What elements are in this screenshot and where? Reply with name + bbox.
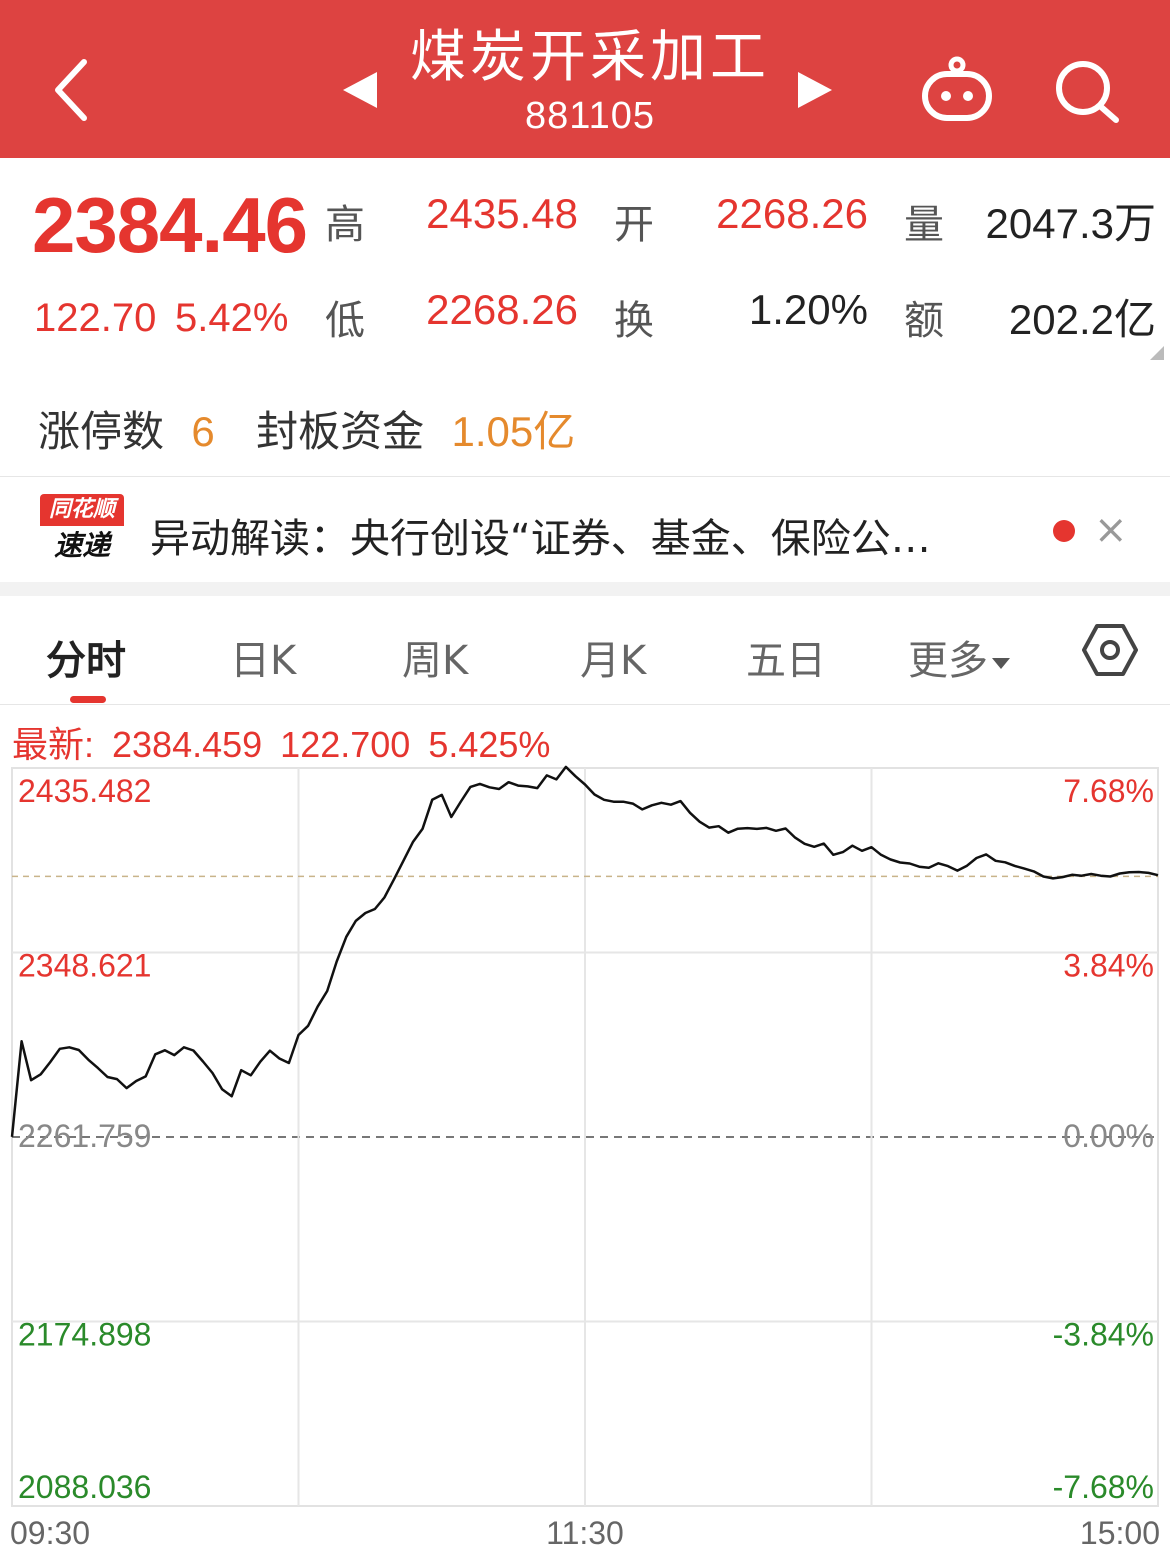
y-tick-left: 2261.759 <box>18 1118 151 1154</box>
latest-pct: 5.425% <box>428 724 551 765</box>
latest-readout: 最新: 2384.459 122.700 5.425% <box>12 716 568 768</box>
turnover-value: 1.20% <box>748 286 868 333</box>
close-icon[interactable]: × <box>1094 507 1128 553</box>
y-tick-right: -7.68% <box>1053 1469 1154 1505</box>
limit-up-row: 涨停数 6 封板资金 1.05亿 <box>38 398 575 459</box>
price-change-pct: 5.42% <box>175 296 289 340</box>
news-logo-top: 同花顺 <box>40 494 124 526</box>
tab-intraday[interactable]: 分时 <box>46 638 126 684</box>
app-header: 煤炭开采加工 881105 <box>0 0 1170 158</box>
turnover-label: 换 <box>614 298 654 344</box>
volume-value: 2047.3万 <box>985 200 1156 247</box>
tab-more[interactable]: 更多 <box>908 628 1010 686</box>
index-code: 881105 <box>525 95 655 137</box>
open-label: 开 <box>614 202 654 248</box>
low-value: 2268.26 <box>426 286 578 333</box>
section-gap <box>0 582 1170 596</box>
tab-monthly-k[interactable]: 月K <box>580 638 647 684</box>
price-change: 122.70 <box>34 296 157 340</box>
latest-label: 最新: <box>12 724 95 765</box>
amount-value: 202.2亿 <box>1008 296 1156 343</box>
y-tick-left: 2174.898 <box>18 1317 151 1353</box>
high-value: 2435.48 <box>426 190 578 237</box>
y-tick-right: 0.00% <box>1063 1118 1154 1154</box>
latest-price: 2384.459 <box>112 724 263 765</box>
divider <box>0 704 1170 705</box>
title-block: 煤炭开采加工 881105 <box>340 22 840 138</box>
seal-fund-value: 1.05亿 <box>451 408 576 455</box>
news-logo-bottom: 速递 <box>53 529 110 562</box>
prev-index-icon[interactable] <box>343 72 377 108</box>
y-tick-left: 2435.482 <box>18 773 151 809</box>
tab-five-day[interactable]: 五日 <box>746 638 826 684</box>
amount-label: 额 <box>904 298 944 344</box>
y-tick-right: 7.68% <box>1063 773 1154 809</box>
page-title: 煤炭开采加工 <box>410 25 770 90</box>
low-label: 低 <box>325 298 365 344</box>
tab-daily-k[interactable]: 日K <box>230 638 297 684</box>
current-price: 2384.46 <box>32 181 308 269</box>
price-series-line <box>10 765 1159 1138</box>
x-tick-label: 15:00 <box>1080 1515 1160 1551</box>
y-tick-right: -3.84% <box>1053 1317 1154 1353</box>
settings-icon[interactable] <box>1082 622 1138 678</box>
intraday-chart[interactable]: 2435.482 7.68% 2348.621 3.84% 2261.759 0.00% 2… <box>0 760 1170 1552</box>
open-value: 2268.26 <box>716 190 868 237</box>
tab-more-label: 更多 <box>908 638 988 684</box>
search-icon[interactable] <box>1052 58 1122 126</box>
y-tick-left: 2088.036 <box>18 1469 151 1505</box>
tab-weekly-k[interactable]: 周K <box>402 638 469 684</box>
active-tab-indicator <box>70 696 106 703</box>
seal-fund-label: 封板资金 <box>256 407 425 456</box>
limit-up-count-label: 涨停数 <box>38 407 165 456</box>
chevron-down-icon <box>992 657 1010 669</box>
volume-label: 量 <box>904 202 944 248</box>
expand-corner-icon[interactable] <box>1150 346 1164 360</box>
limit-up-count-value: 6 <box>191 408 215 455</box>
next-index-icon[interactable] <box>798 72 832 108</box>
y-tick-left: 2348.621 <box>18 948 151 984</box>
x-tick-label: 11:30 <box>546 1515 624 1551</box>
x-tick-label: 09:30 <box>10 1515 90 1551</box>
high-label: 高 <box>325 202 365 248</box>
unread-dot-icon <box>1053 520 1075 542</box>
news-logo: 同花顺 速递 <box>40 494 124 568</box>
news-headline[interactable]: 异动解读：央行创设“证券、基金、保险公… <box>150 516 931 562</box>
divider <box>0 476 1170 477</box>
y-tick-right: 3.84% <box>1063 948 1154 984</box>
back-icon[interactable] <box>40 50 110 130</box>
robot-icon[interactable] <box>918 56 996 126</box>
latest-change: 122.700 <box>280 724 411 765</box>
